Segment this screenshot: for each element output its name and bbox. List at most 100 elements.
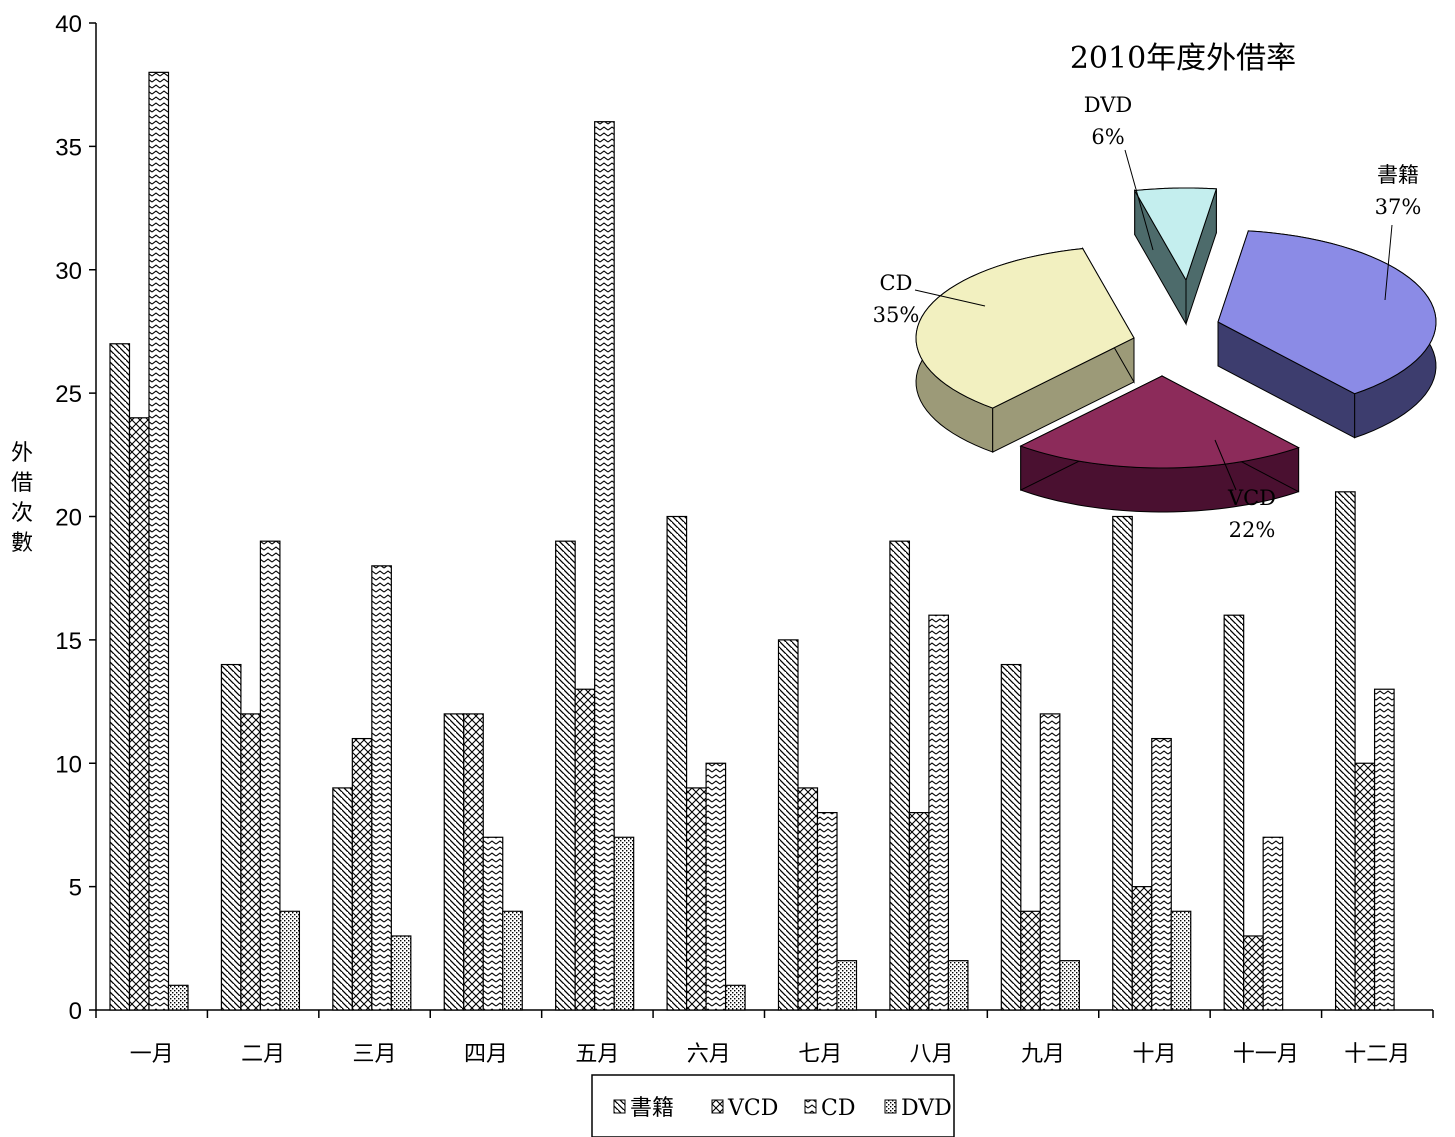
legend-label: DVD [901, 1096, 952, 1121]
y-tick-label: 20 [55, 505, 82, 532]
pie-slice-top [1133, 187, 1218, 282]
bar [666, 515, 688, 1011]
pie-slice [1133, 187, 1218, 326]
bar [685, 787, 707, 1011]
x-tick-label: 一月 [130, 1042, 174, 1067]
bar [351, 737, 373, 1011]
y-tick-label: 35 [55, 134, 82, 161]
x-axis: 一月 二月 三月 四月 五月 六月 七月 八月 九月 十月 十一月 十二月 [95, 1009, 1434, 1067]
bar [555, 540, 576, 1011]
bar [947, 960, 969, 1011]
bar [128, 417, 150, 1011]
legend-swatch [613, 1099, 626, 1114]
bar [1059, 960, 1080, 1011]
pie-slice [1019, 375, 1300, 513]
bar [148, 71, 170, 1011]
legend-swatch [804, 1099, 817, 1114]
bar [443, 713, 465, 1011]
bar [371, 565, 392, 1011]
pie-slice-label: DVD [1084, 93, 1132, 117]
legend-label: CD [821, 1096, 855, 1121]
legend-swatch [711, 1099, 724, 1114]
bar [109, 343, 131, 1011]
bar [594, 121, 615, 1011]
bar [816, 811, 838, 1011]
pie-leader-line [1124, 149, 1154, 251]
pie-slice-label: VCD [1227, 486, 1276, 510]
bar-series [109, 71, 1395, 1011]
pie-slice-top [1217, 230, 1437, 395]
bar [836, 960, 858, 1011]
y-tick-label: 40 [55, 11, 82, 38]
bar [259, 540, 281, 1011]
x-tick-label: 四月 [464, 1042, 508, 1067]
pie-leader-line [1214, 439, 1237, 491]
bar [482, 836, 504, 1011]
bar [928, 614, 950, 1011]
bar [220, 663, 242, 1011]
y-axis: 0 5 10 15 20 25 30 35 40 [55, 11, 97, 1025]
y-tick-label: 15 [55, 628, 82, 655]
x-tick-label: 八月 [910, 1042, 954, 1067]
bar [390, 935, 412, 1011]
bar [1354, 762, 1376, 1011]
pie-slice-label: CD [880, 271, 913, 295]
bar [777, 639, 799, 1011]
bar [1131, 886, 1153, 1011]
pie-leader-line [914, 289, 986, 307]
pie-slice-percent: 37% [1375, 195, 1422, 219]
bar [613, 836, 635, 1011]
bar [1334, 491, 1356, 1011]
bar [1039, 713, 1061, 1011]
legend: 書籍 VCD CD DVD [591, 1074, 955, 1137]
bar [1020, 910, 1041, 1011]
y-axis-title-char: 次 [11, 501, 33, 526]
x-tick-label: 十二月 [1344, 1042, 1410, 1067]
x-tick-label: 二月 [241, 1042, 285, 1067]
bar [574, 688, 596, 1011]
bar [332, 787, 353, 1011]
bar [889, 540, 911, 1011]
bar [1170, 910, 1192, 1011]
bar [797, 787, 819, 1011]
legend-label: VCD [727, 1096, 778, 1121]
bar [705, 762, 727, 1011]
pie-title: 2010年度外借率 [1070, 41, 1296, 76]
bar [167, 984, 189, 1011]
bar [1243, 935, 1264, 1011]
bar [1000, 663, 1022, 1011]
bar [279, 910, 301, 1011]
x-tick-label: 九月 [1021, 1042, 1065, 1067]
y-tick-label: 0 [69, 998, 82, 1025]
pie-slice-percent: 35% [873, 303, 920, 327]
bar [908, 811, 930, 1011]
x-tick-label: 七月 [798, 1042, 842, 1067]
x-tick-label: 十一月 [1233, 1042, 1299, 1067]
y-axis-title-char: 借 [11, 471, 33, 496]
bar [1112, 515, 1133, 1011]
y-axis-title-char: 外 [11, 441, 33, 466]
bar [1151, 737, 1172, 1011]
legend-swatch [884, 1099, 897, 1114]
x-tick-label: 五月 [575, 1042, 619, 1067]
pie-slice-top [1019, 375, 1300, 469]
bar [463, 713, 484, 1011]
pie-chart: 2010年度外借率 書籍 37% VCD 22% CD 35% DVD 6% [873, 41, 1437, 542]
bar [1262, 836, 1284, 1011]
x-tick-label: 十月 [1132, 1042, 1176, 1067]
bar [724, 984, 746, 1011]
pie-slice-label: 書籍 [1377, 163, 1419, 187]
y-tick-label: 25 [55, 381, 82, 408]
bar [240, 713, 262, 1011]
bar [1373, 688, 1395, 1011]
pie-slice-percent: 6% [1091, 125, 1124, 149]
y-tick-label: 30 [55, 258, 82, 285]
y-tick-label: 5 [69, 875, 82, 902]
x-tick-label: 三月 [353, 1042, 397, 1067]
pie-slice [1217, 230, 1437, 439]
pie-leader-line [1384, 224, 1393, 301]
pie-slice-top [915, 248, 1135, 409]
bar [502, 910, 523, 1011]
